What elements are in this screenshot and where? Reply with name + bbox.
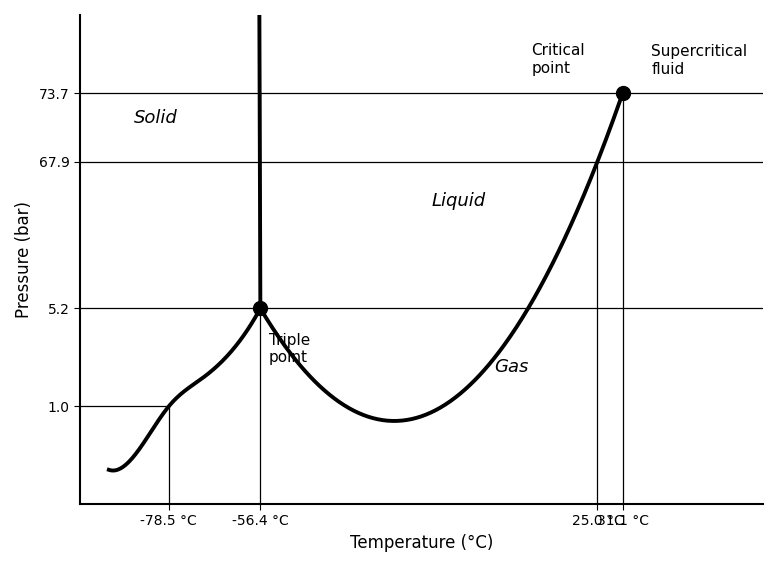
- Text: Supercritical
fluid: Supercritical fluid: [651, 44, 748, 77]
- Y-axis label: Pressure (bar): Pressure (bar): [15, 201, 33, 318]
- Text: Triple
point: Triple point: [268, 333, 310, 365]
- Text: Gas: Gas: [494, 358, 528, 376]
- Text: Solid: Solid: [134, 109, 177, 126]
- Text: Critical
point: Critical point: [531, 43, 585, 75]
- X-axis label: Temperature (°C): Temperature (°C): [350, 534, 493, 552]
- Text: Liquid: Liquid: [432, 192, 486, 210]
